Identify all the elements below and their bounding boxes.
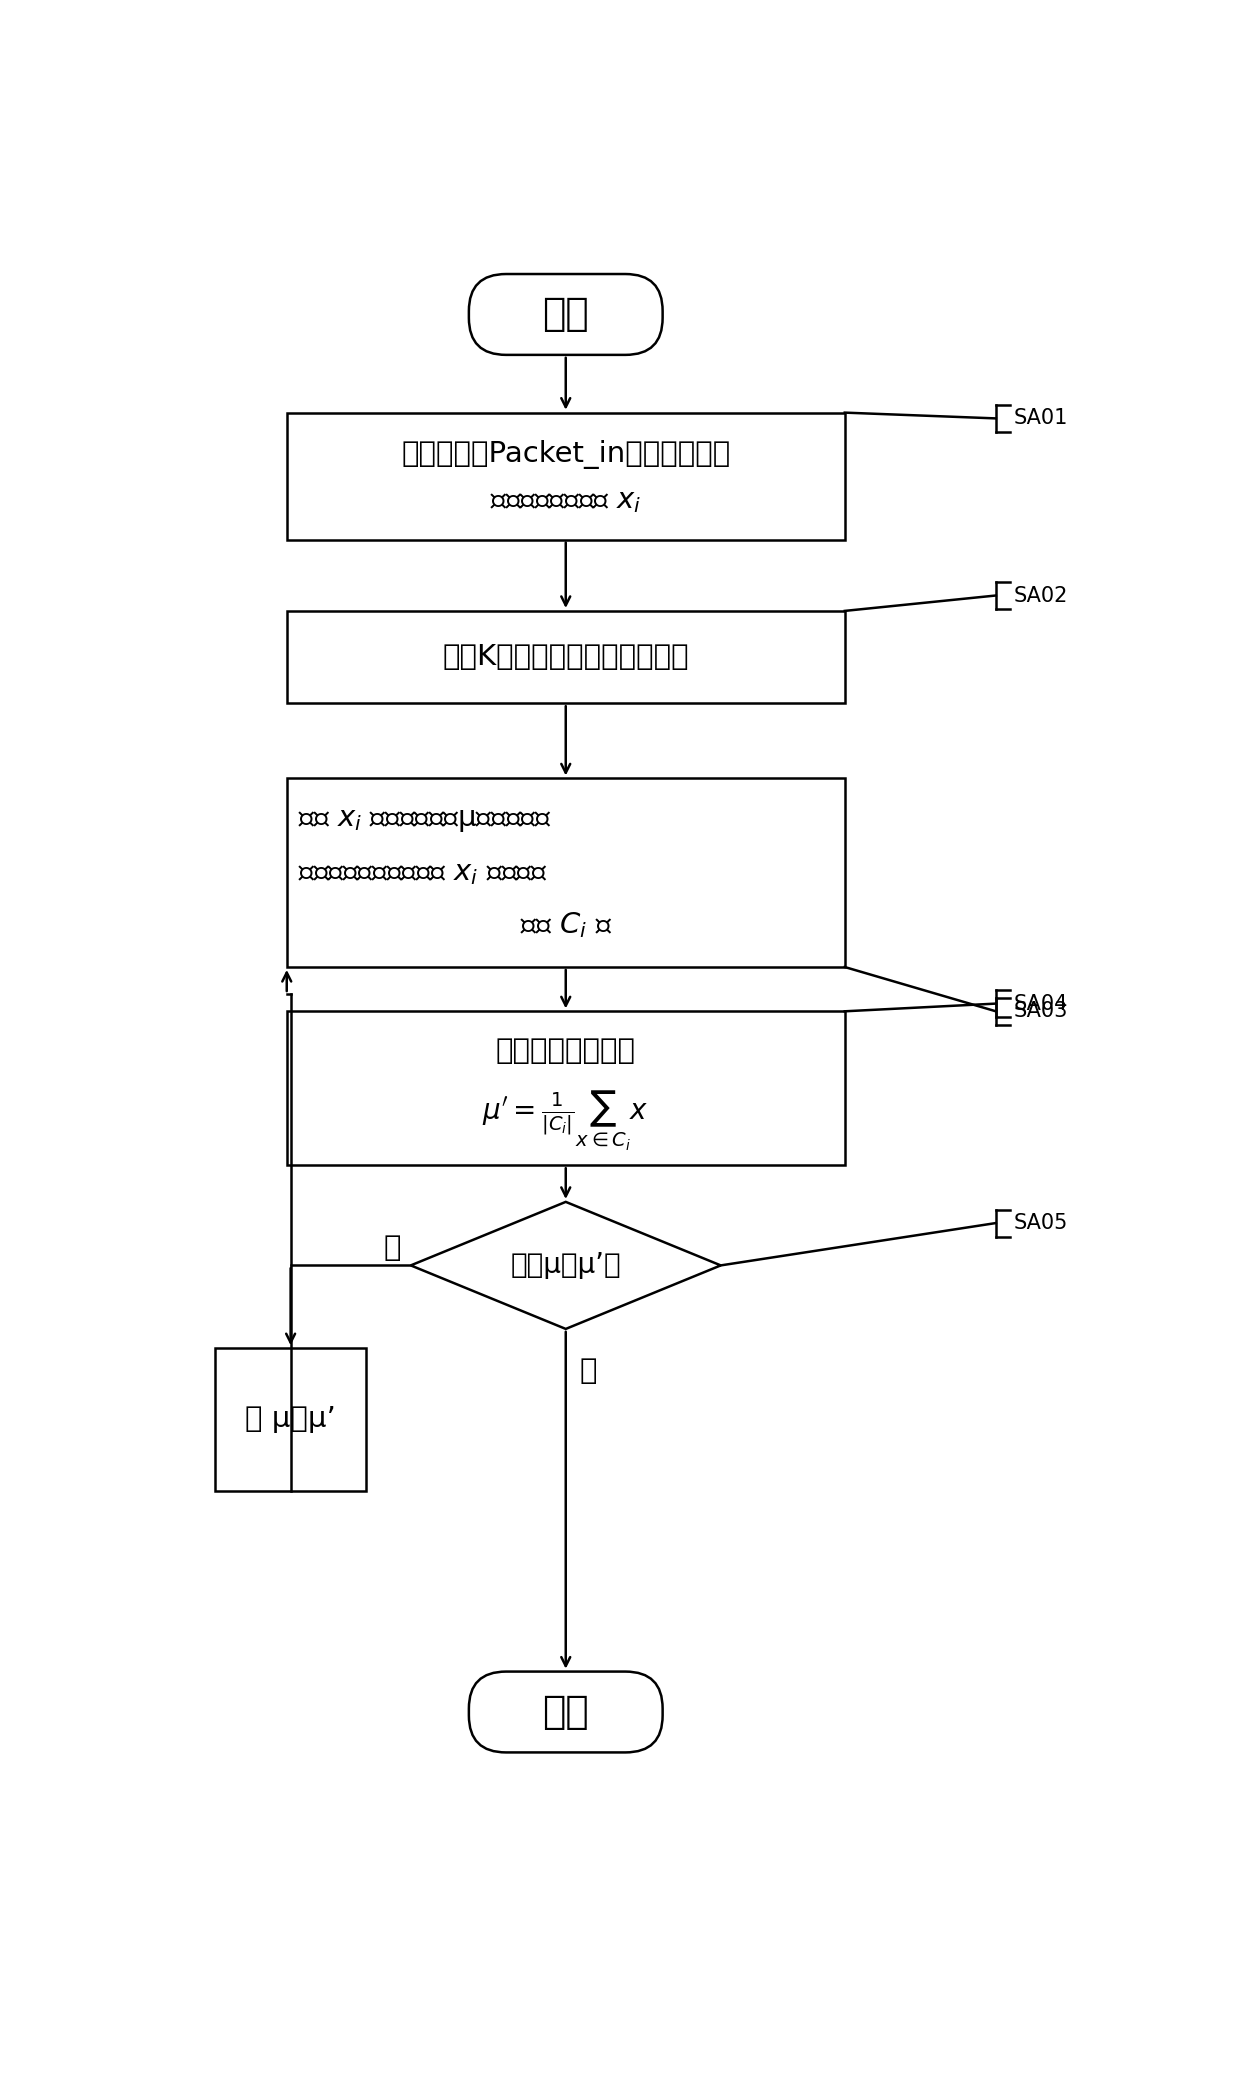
Text: 判断μ＝μ’？: 判断μ＝μ’？	[511, 1251, 621, 1280]
Text: 控制器通过Packet_in操作从交换机: 控制器通过Packet_in操作从交换机	[401, 440, 730, 469]
Text: 选择K均值聚类算法的初始向量: 选择K均值聚类算法的初始向量	[443, 643, 689, 670]
Bar	[286, 778, 844, 967]
Bar	[286, 413, 844, 540]
Text: SA03: SA03	[1014, 1002, 1068, 1021]
Polygon shape	[410, 1201, 720, 1328]
Bar	[286, 610, 844, 703]
Text: SA05: SA05	[1014, 1214, 1068, 1233]
Text: SA04: SA04	[1014, 994, 1068, 1013]
FancyBboxPatch shape	[469, 274, 662, 355]
Text: 是: 是	[580, 1357, 598, 1386]
Text: 中获取数据包大小 $x_i$: 中获取数据包大小 $x_i$	[490, 488, 641, 515]
Text: 取距离最小的一个并将 $x_i$ 划入相应: 取距离最小的一个并将 $x_i$ 划入相应	[299, 859, 548, 886]
Text: SA02: SA02	[1014, 585, 1068, 606]
Text: 结束: 结束	[542, 1693, 589, 1731]
Text: $\mu^{\prime}=\frac{1}{|C_i|}\sum_{x \in C_i} x$: $\mu^{\prime}=\frac{1}{|C_i|}\sum_{x \in…	[482, 1089, 649, 1154]
Text: 计算 $x_i$ 与各均值向量μ的距离，选: 计算 $x_i$ 与各均值向量μ的距离，选	[299, 807, 552, 834]
Text: 令 μ＝μ’: 令 μ＝μ’	[246, 1405, 336, 1434]
Text: 否: 否	[384, 1235, 402, 1262]
Text: 开始: 开始	[542, 295, 589, 334]
Text: 计算新的均值向量: 计算新的均值向量	[496, 1038, 636, 1064]
FancyBboxPatch shape	[469, 1672, 662, 1753]
Bar	[286, 1011, 844, 1166]
Text: 的簇 $C_i$ 中: 的簇 $C_i$ 中	[520, 911, 611, 940]
Text: SA01: SA01	[1014, 409, 1068, 427]
Bar	[215, 1349, 366, 1490]
